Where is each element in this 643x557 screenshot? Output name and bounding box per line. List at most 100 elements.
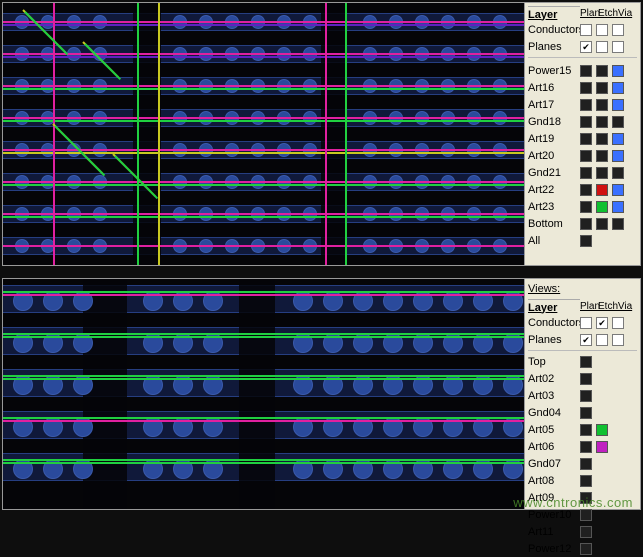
layer-color-swatch[interactable] [612, 184, 624, 196]
conductors-plan-check[interactable] [580, 24, 592, 36]
layer-color-swatch[interactable] [580, 218, 592, 230]
layer-row[interactable]: Art08 [528, 473, 637, 489]
layer-color-swatch[interactable] [580, 82, 592, 94]
top-view: Layer Plan Etch Via Conductors Planes ✔ … [2, 2, 641, 266]
planes-plan-check[interactable]: ✔ [580, 334, 592, 346]
layer-color-swatch[interactable] [580, 441, 592, 453]
layer-row[interactable]: Art16 [528, 80, 637, 96]
layer-row[interactable]: Gnd18 [528, 114, 637, 130]
planes-via-check[interactable] [612, 334, 624, 346]
layer-color-swatch[interactable] [612, 99, 624, 111]
layer-color-swatch[interactable] [580, 184, 592, 196]
layer-color-swatch[interactable] [580, 65, 592, 77]
planes-etch-check[interactable] [596, 334, 608, 346]
views-row: Views: [528, 281, 637, 297]
layer-name: Gnd07 [528, 458, 580, 470]
layer-color-swatch[interactable] [580, 167, 592, 179]
layer-heading: Layer [528, 6, 580, 21]
conductors-via-check[interactable] [612, 24, 624, 36]
layer-color-swatch[interactable] [580, 526, 592, 538]
layer-name: Power10 [528, 509, 580, 521]
layer-color-swatch[interactable] [580, 201, 592, 213]
layer-row[interactable]: Art22 [528, 182, 637, 198]
layer-color-swatch[interactable] [580, 543, 592, 555]
layer-row[interactable]: All [528, 233, 637, 249]
layer-color-swatch[interactable] [596, 99, 608, 111]
layer-color-swatch[interactable] [612, 218, 624, 230]
layer-row[interactable]: Power12 [528, 541, 637, 557]
layer-row[interactable]: Art23 [528, 199, 637, 215]
planes-etch-check[interactable] [596, 41, 608, 53]
layer-color-swatch[interactable] [612, 150, 624, 162]
layer-color-swatch[interactable] [596, 116, 608, 128]
layer-color-swatch[interactable] [580, 235, 592, 247]
layer-color-swatch[interactable] [596, 218, 608, 230]
layer-color-swatch[interactable] [596, 65, 608, 77]
layer-name: Art23 [528, 201, 580, 213]
layer-color-swatch[interactable] [580, 150, 592, 162]
layer-row[interactable]: Art17 [528, 97, 637, 113]
conductors-label: Conductors [528, 317, 580, 329]
layer-row[interactable]: Top [528, 354, 637, 370]
planes-row: Planes ✔ [528, 39, 637, 55]
layer-row[interactable]: Art20 [528, 148, 637, 164]
conductors-etch-check[interactable] [596, 24, 608, 36]
layer-color-swatch[interactable] [580, 407, 592, 419]
layer-row[interactable]: Gnd21 [528, 165, 637, 181]
layer-color-swatch[interactable] [596, 133, 608, 145]
conductors-etch-check[interactable]: ✔ [596, 317, 608, 329]
layer-color-swatch[interactable] [596, 82, 608, 94]
layer-color-swatch[interactable] [612, 167, 624, 179]
layer-color-swatch[interactable] [612, 82, 624, 94]
col-plan: Plan [580, 8, 598, 19]
layer-row[interactable]: Gnd07 [528, 456, 637, 472]
layer-row[interactable]: Bottom [528, 216, 637, 232]
conductors-plan-check[interactable] [580, 317, 592, 329]
layer-color-swatch[interactable] [580, 509, 592, 521]
layer-row[interactable]: Gnd04 [528, 405, 637, 421]
layer-color-swatch[interactable] [596, 424, 608, 436]
pcb-canvas-top[interactable] [3, 3, 524, 265]
col-etch: Etch [598, 301, 616, 312]
layer-name: Power12 [528, 543, 580, 555]
layer-row[interactable]: Art06 [528, 439, 637, 455]
bottom-view: Views: Layer Plan Etch Via Conductors ✔ … [2, 278, 641, 510]
layer-row[interactable]: Power15 [528, 63, 637, 79]
views-label: Views: [528, 283, 580, 295]
layer-color-swatch[interactable] [612, 201, 624, 213]
panel-header: Layer Plan Etch Via [528, 298, 637, 314]
layer-row[interactable]: Art05 [528, 422, 637, 438]
layer-color-swatch[interactable] [580, 390, 592, 402]
layer-color-swatch[interactable] [596, 167, 608, 179]
layer-color-swatch[interactable] [580, 133, 592, 145]
conductors-row: Conductors ✔ [528, 315, 637, 331]
layer-row[interactable]: Art19 [528, 131, 637, 147]
layer-color-swatch[interactable] [580, 99, 592, 111]
layer-name: Art17 [528, 99, 580, 111]
conductors-via-check[interactable] [612, 317, 624, 329]
layer-row[interactable]: Art03 [528, 388, 637, 404]
layer-color-swatch[interactable] [580, 356, 592, 368]
layer-color-swatch[interactable] [596, 184, 608, 196]
layer-color-swatch[interactable] [580, 116, 592, 128]
layer-color-swatch[interactable] [596, 441, 608, 453]
layer-color-swatch[interactable] [596, 201, 608, 213]
layer-color-swatch[interactable] [580, 373, 592, 385]
planes-via-check[interactable] [612, 41, 624, 53]
planes-plan-check[interactable]: ✔ [580, 41, 592, 53]
layer-color-swatch[interactable] [580, 475, 592, 487]
layer-color-swatch[interactable] [612, 65, 624, 77]
col-via: Via [616, 8, 634, 19]
layer-row[interactable]: Art02 [528, 371, 637, 387]
layer-color-swatch[interactable] [580, 458, 592, 470]
panel-header: Layer Plan Etch Via [528, 5, 637, 21]
layer-name: Art08 [528, 475, 580, 487]
layer-color-swatch[interactable] [612, 133, 624, 145]
layer-row[interactable]: Art11 [528, 524, 637, 540]
layer-color-swatch[interactable] [612, 116, 624, 128]
layers-panel-bottom: Views: Layer Plan Etch Via Conductors ✔ … [524, 279, 640, 509]
layer-color-swatch[interactable] [596, 150, 608, 162]
pcb-canvas-bottom[interactable] [3, 279, 524, 509]
layer-name: Gnd21 [528, 167, 580, 179]
layer-color-swatch[interactable] [580, 424, 592, 436]
